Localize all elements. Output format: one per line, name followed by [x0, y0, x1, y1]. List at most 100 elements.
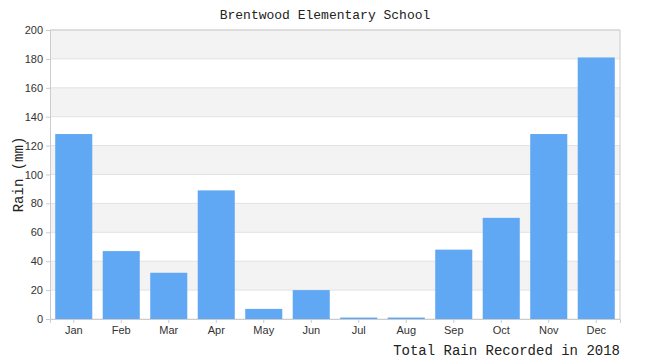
y-tick: 140 — [25, 111, 50, 123]
y-tick-label: 180 — [25, 53, 43, 65]
bar — [103, 251, 140, 319]
x-tick-mark — [168, 319, 169, 323]
x-tick-label: Dec — [586, 324, 606, 336]
x-tick-label: May — [253, 324, 274, 336]
x-tick-label: Jun — [302, 324, 320, 336]
x-tick-label: Aug — [396, 324, 416, 336]
y-tick-label: 160 — [25, 82, 43, 94]
y-tick-mark — [46, 88, 50, 89]
grid-band — [50, 88, 620, 117]
y-tick-mark — [46, 203, 50, 204]
bar — [150, 273, 187, 319]
x-tick: Sep — [444, 319, 464, 336]
x-tick-mark — [121, 319, 122, 323]
frame-line — [50, 30, 620, 31]
x-tick-label: Feb — [112, 324, 131, 336]
y-tick-mark — [46, 232, 50, 233]
x-tick-mark — [311, 319, 312, 323]
x-tick-label: Nov — [539, 324, 559, 336]
y-tick-mark — [46, 290, 50, 291]
x-tick-mark — [453, 319, 454, 323]
y-tick-mark — [46, 146, 50, 147]
plot-area: 0 20 40 60 80 100 120 140 160 180 200 Jan Feb Mar Apr M… — [25, 24, 621, 336]
bar — [483, 218, 520, 319]
y-tick-mark — [46, 59, 50, 60]
y-tick-label: 20 — [31, 284, 43, 296]
y-tick-mark — [46, 319, 50, 320]
y-tick: 40 — [31, 255, 50, 267]
x-tick-label: Apr — [208, 324, 225, 336]
bar — [245, 309, 282, 319]
x-tick-label: Oct — [493, 324, 510, 336]
bar — [530, 134, 567, 319]
bar — [198, 190, 235, 319]
y-tick-label: 40 — [31, 255, 43, 267]
bar — [435, 250, 472, 319]
grid-line — [50, 87, 620, 88]
x-tick-label: Jul — [352, 324, 366, 336]
y-tick: 200 — [25, 24, 50, 36]
x-tick: Jan — [65, 319, 83, 336]
bar — [55, 134, 92, 319]
x-tick: Jun — [302, 319, 320, 336]
x-tick: May — [253, 319, 274, 336]
y-tick: 60 — [31, 226, 50, 238]
y-tick-label: 200 — [25, 24, 43, 36]
y-tick: 180 — [25, 53, 50, 65]
chart-container: 0 20 40 60 80 100 120 140 160 180 200 Jan Feb Mar Apr M… — [0, 0, 650, 360]
y-tick: 20 — [31, 284, 50, 296]
x-tick: Aug — [396, 319, 416, 336]
grid-band — [50, 30, 620, 59]
bar — [340, 318, 377, 319]
x-tick-mark — [216, 319, 217, 323]
x-tick: Feb — [112, 319, 131, 336]
x-tick-label: Jan — [65, 324, 83, 336]
frame-line — [620, 30, 621, 319]
bar — [388, 318, 425, 319]
x-tick-mark — [596, 319, 597, 323]
x-tick-mark — [501, 319, 502, 323]
x-axis-title: Total Rain Recorded in 2018 — [393, 343, 620, 359]
x-tick: Apr — [208, 319, 225, 336]
grid-line — [50, 58, 620, 59]
chart-svg: 0 20 40 60 80 100 120 140 160 180 200 Jan Feb Mar Apr M… — [0, 0, 650, 360]
title: Brentwood Elementary School — [220, 8, 431, 23]
x-tick-mark — [358, 319, 359, 323]
bars — [55, 57, 615, 319]
x-tick-label: Sep — [444, 324, 464, 336]
y-tick: 120 — [25, 140, 50, 152]
x-tick: Dec — [586, 319, 606, 336]
y-tick-label: 140 — [25, 111, 43, 123]
x-tick: Nov — [539, 319, 559, 336]
y-tick-label: 60 — [31, 226, 43, 238]
grid-lines — [50, 30, 620, 319]
bar — [578, 57, 615, 319]
y-axis: 0 20 40 60 80 100 120 140 160 180 200 — [25, 24, 51, 325]
bar — [293, 290, 330, 319]
x-tick-mark — [548, 319, 549, 323]
y-tick-mark — [46, 175, 50, 176]
x-axis-line — [51, 320, 621, 324]
x-tick: Mar — [159, 319, 178, 336]
y-tick-label: 0 — [37, 313, 43, 325]
y-tick: 100 — [25, 169, 50, 181]
x-tick: Oct — [493, 319, 510, 336]
y-tick-mark — [46, 261, 50, 262]
y-tick-mark — [46, 30, 50, 31]
y-tick: 160 — [25, 82, 50, 94]
x-tick: Jul — [352, 319, 366, 336]
y-tick-label: 80 — [31, 197, 43, 209]
x-tick-mark — [406, 319, 407, 323]
grid-line — [50, 116, 620, 117]
grid-line — [50, 30, 620, 31]
y-tick-label: 120 — [25, 140, 43, 152]
y-tick-mark — [46, 117, 50, 118]
y-tick: 0 — [37, 313, 50, 325]
y-tick: 80 — [31, 197, 50, 209]
x-tick-mark — [73, 319, 74, 323]
x-tick-label: Mar — [159, 324, 178, 336]
y-axis-line — [46, 31, 51, 320]
y-tick-label: 100 — [25, 169, 43, 181]
y-axis-title: Rain (mm) — [11, 137, 27, 213]
x-tick-mark — [263, 319, 264, 323]
